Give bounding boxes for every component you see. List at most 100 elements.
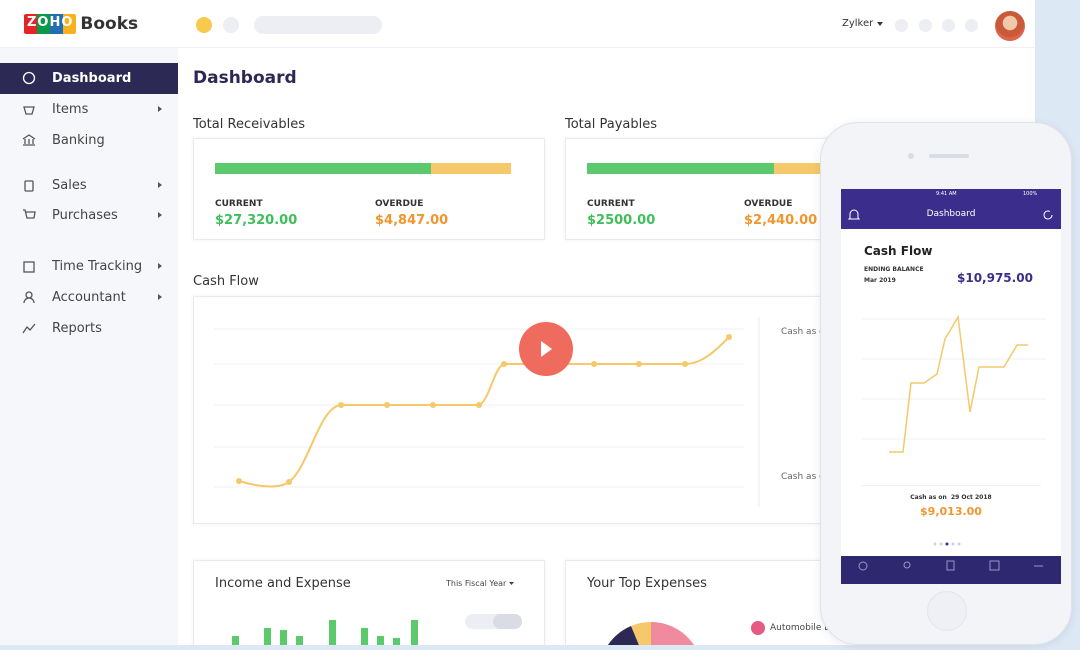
toggle[interactable]	[465, 614, 522, 629]
play-button[interactable]	[518, 322, 574, 378]
nav-icon	[23, 106, 35, 115]
sidebar: Dashboard Items Banking Sales Purchases Time …	[0, 48, 178, 645]
cash-flow-card: Cash as on Cash as on	[193, 296, 893, 524]
logo-product: Books	[80, 14, 139, 34]
status-battery: 100%	[1023, 191, 1038, 197]
nav-icon	[23, 209, 36, 219]
header-icon[interactable]	[895, 19, 908, 32]
ending-balance-label: ENDING BALANCE	[864, 266, 924, 273]
org-name: Zylker	[842, 18, 874, 29]
legend-label: Automobile Expense	[770, 623, 863, 633]
bar-chart	[232, 620, 418, 645]
avatar[interactable]	[995, 11, 1025, 41]
nav-arrow	[158, 106, 162, 112]
page-dots	[933, 542, 961, 546]
logo[interactable]: ZOHO Books	[24, 14, 138, 34]
nav-icon	[23, 291, 35, 304]
search-bar[interactable]	[254, 16, 382, 34]
current-bar	[215, 163, 431, 174]
cash-as-on-label: Cash as on	[781, 472, 831, 482]
nav-item[interactable]: Reports	[0, 313, 178, 344]
section-title: Total Payables	[565, 117, 658, 132]
phone-card-title: Cash Flow	[864, 244, 933, 258]
nav-label: Items	[52, 102, 89, 117]
cash-as-on-label: Cash as on	[781, 327, 831, 337]
overdue-bar	[774, 163, 854, 174]
nav-icon	[24, 180, 34, 192]
status-bar: 9:41 AM 100%	[841, 189, 1061, 201]
nav-arrow	[158, 263, 162, 269]
phone-header: Dashboard	[841, 201, 1061, 229]
placeholder-dot	[223, 17, 239, 33]
legend-dot	[751, 621, 765, 635]
nav-arrow	[158, 182, 162, 188]
nav-icon	[23, 261, 35, 273]
nav-icon	[22, 323, 36, 334]
nav-label: Dashboard	[52, 71, 132, 86]
phone-tab-bar	[841, 556, 1061, 584]
overdue-bar	[431, 163, 511, 174]
cash-value: $9,013.00	[920, 505, 982, 518]
phone-screen: 9:41 AM 100% Dashboard Cash Flow ENDING …	[841, 189, 1061, 584]
tab-icons[interactable]	[841, 556, 1061, 584]
current-label: CURRENT	[587, 199, 635, 209]
phone-cash-flow-chart	[861, 314, 1046, 453]
nav-item[interactable]: Sales	[0, 170, 178, 201]
nav-arrow	[158, 212, 162, 218]
period-selector[interactable]: This Fiscal Year	[446, 579, 515, 588]
logo-brand: ZOHO	[24, 14, 77, 34]
current-label: CURRENT	[215, 199, 263, 209]
bell-icon[interactable]	[847, 208, 861, 222]
nav-label: Sales	[52, 178, 87, 193]
org-switcher[interactable]: Zylker	[842, 18, 884, 29]
status-time: 9:41 AM	[936, 191, 957, 197]
ending-balance-value: $10,975.00	[957, 271, 1033, 285]
nav-item[interactable]: Dashboard	[0, 63, 178, 94]
current-value: $27,320.00	[215, 213, 298, 228]
overdue-label: OVERDUE	[744, 199, 793, 209]
nav-item[interactable]: Items	[0, 94, 178, 125]
current-bar	[587, 163, 774, 174]
nav-label: Accountant	[52, 290, 126, 305]
nav-item[interactable]: Banking	[0, 125, 178, 156]
phone-summary: Cash as on 29 Oct 2018 $9,013.00	[861, 485, 1041, 525]
section-title: Cash Flow	[193, 274, 259, 289]
cash-as-on: Cash as on 29 Oct 2018	[910, 494, 992, 501]
nav-label: Purchases	[52, 208, 118, 223]
phone-title: Dashboard	[926, 209, 976, 219]
receivables-card[interactable]: CURRENT $27,320.00 OVERDUE $4,847.00	[193, 138, 545, 240]
current-value: $2500.00	[587, 213, 656, 228]
header-icon[interactable]	[919, 19, 932, 32]
card-title: Your Top Expenses	[587, 576, 707, 591]
nav-label: Time Tracking	[52, 259, 143, 274]
phone-mockup: 9:41 AM 100% Dashboard Cash Flow ENDING …	[820, 122, 1072, 645]
period-label: This Fiscal Year	[446, 579, 507, 588]
nav-item[interactable]: Accountant	[0, 282, 178, 313]
page-title: Dashboard	[193, 68, 297, 88]
ending-balance-period: Mar 2019	[864, 277, 896, 284]
overdue-label: OVERDUE	[375, 199, 424, 209]
header-icon[interactable]	[965, 19, 978, 32]
status-dot	[196, 17, 212, 33]
nav-label: Banking	[52, 133, 105, 148]
home-button[interactable]	[927, 591, 967, 631]
nav-item[interactable]: Purchases	[0, 200, 178, 231]
overdue-value: $2,440.00	[744, 213, 818, 228]
income-expense-card: Income and Expense This Fiscal Year	[193, 560, 545, 645]
cash-flow-points	[236, 334, 732, 485]
section-title: Total Receivables	[193, 117, 305, 132]
phone-camera	[908, 153, 914, 159]
refresh-icon[interactable]	[1041, 208, 1055, 222]
phone-speaker	[929, 154, 969, 158]
nav-arrow	[158, 294, 162, 300]
header-icon[interactable]	[942, 19, 955, 32]
nav-label: Reports	[52, 321, 102, 336]
cash-flow-line	[238, 336, 730, 488]
pie-chart	[608, 622, 694, 645]
cash-flow-chart	[214, 317, 760, 507]
overdue-value: $4,847.00	[375, 213, 449, 228]
nav-item[interactable]: Time Tracking	[0, 251, 178, 282]
card-title: Income and Expense	[215, 576, 351, 591]
nav-icon	[22, 71, 36, 85]
